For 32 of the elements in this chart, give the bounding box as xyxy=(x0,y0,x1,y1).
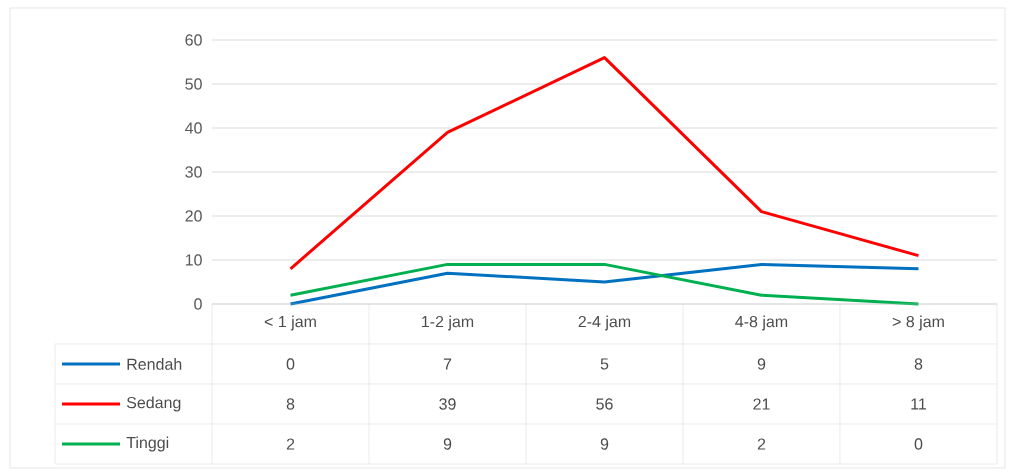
legend-label: Rendah xyxy=(127,358,182,370)
data-label: 7 xyxy=(443,358,452,370)
y-tick-label: 50 xyxy=(185,78,202,90)
data-label: 0 xyxy=(286,358,295,370)
data-label: 11 xyxy=(911,398,927,410)
y-tick-label: 20 xyxy=(185,210,202,222)
legend-label: Tinggi xyxy=(126,436,169,452)
data-label: 2 xyxy=(757,438,766,450)
y-tick-label: 60 xyxy=(185,34,202,46)
x-tick-label: 4-8 jam xyxy=(735,315,788,331)
y-tick-label: 40 xyxy=(185,122,202,134)
x-tick-label: 1-2 jam xyxy=(422,315,474,331)
data-label: 8 xyxy=(914,358,923,370)
legend-label: Sedang xyxy=(126,396,181,412)
x-tick-label: > 8 jam xyxy=(892,315,944,331)
x-tick-label: 2-4 jam xyxy=(578,315,631,331)
line-series xyxy=(289,262,920,306)
data-label: 5 xyxy=(600,358,609,370)
y-tick-label: 30 xyxy=(185,166,202,178)
data-label: 8 xyxy=(286,398,295,410)
data-label: 21 xyxy=(753,398,770,410)
data-label: 2 xyxy=(286,438,295,450)
line-series xyxy=(289,56,920,271)
data-label: 56 xyxy=(596,398,613,410)
data-label: 0 xyxy=(914,438,923,450)
data-label: 9 xyxy=(600,438,609,450)
data-label: 39 xyxy=(439,398,456,410)
data-label: 9 xyxy=(443,438,452,450)
y-tick-label: 0 xyxy=(194,298,202,310)
x-tick-label: < 1 jam xyxy=(264,315,316,331)
y-tick-label: 10 xyxy=(185,254,202,266)
data-label: 9 xyxy=(757,358,766,370)
